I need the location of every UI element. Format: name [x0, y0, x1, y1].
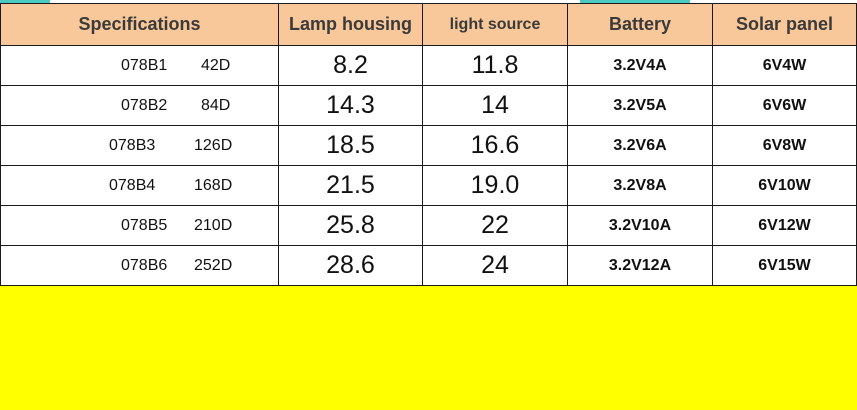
light-source-cell: 16.6: [423, 126, 568, 166]
header-solar-panel: Solar panel: [713, 4, 857, 46]
table-row: 078B2 84D 14.3 14 3.2V5A 6V6W: [1, 86, 857, 126]
solar-panel-cell: 6V12W: [713, 206, 857, 246]
table-row: 078B4 168D 21.5 19.0 3.2V8A 6V10W: [1, 166, 857, 206]
lamp-housing-cell: 14.3: [279, 86, 423, 126]
spec-cell: 078B6 252D: [1, 246, 279, 286]
lamp-housing-cell: 25.8: [279, 206, 423, 246]
light-source-cell: 14: [423, 86, 568, 126]
solar-panel-cell: 6V4W: [713, 46, 857, 86]
battery-cell: 3.2V10A: [568, 206, 713, 246]
battery-cell: 3.2V6A: [568, 126, 713, 166]
solar-panel-cell: 6V8W: [713, 126, 857, 166]
solar-panel-cell: 6V6W: [713, 86, 857, 126]
lamp-housing-cell: 21.5: [279, 166, 423, 206]
spec-cell: 078B4 168D: [1, 166, 279, 206]
header-light-source: light source: [423, 4, 568, 46]
beam-degree: 42D: [201, 57, 230, 75]
table-row: 078B3 126D 18.5 16.6 3.2V6A 6V8W: [1, 126, 857, 166]
spec-cell: 078B3 126D: [1, 126, 279, 166]
battery-cell: 3.2V4A: [568, 46, 713, 86]
lamp-housing-cell: 28.6: [279, 246, 423, 286]
light-source-cell: 11.8: [423, 46, 568, 86]
spec-cell: 078B2 84D: [1, 86, 279, 126]
table-header-row: Specifications Lamp housing light source…: [1, 4, 857, 46]
solar-panel-cell: 6V15W: [713, 246, 857, 286]
yellow-bottom-panel: [0, 286, 857, 410]
light-source-cell: 19.0: [423, 166, 568, 206]
table-row: 078B5 210D 25.8 22 3.2V10A 6V12W: [1, 206, 857, 246]
model-code: 078B4: [109, 177, 155, 195]
battery-cell: 3.2V5A: [568, 86, 713, 126]
light-source-cell: 24: [423, 246, 568, 286]
table-row: 078B1 42D 8.2 11.8 3.2V4A 6V4W: [1, 46, 857, 86]
table-row: 078B6 252D 28.6 24 3.2V12A 6V15W: [1, 246, 857, 286]
header-specifications: Specifications: [1, 4, 279, 46]
header-battery: Battery: [568, 4, 713, 46]
beam-degree: 210D: [194, 217, 232, 235]
battery-cell: 3.2V8A: [568, 166, 713, 206]
lamp-housing-cell: 18.5: [279, 126, 423, 166]
specifications-table: Specifications Lamp housing light source…: [0, 3, 857, 286]
lamp-housing-cell: 8.2: [279, 46, 423, 86]
model-code: 078B1: [121, 57, 167, 75]
beam-degree: 84D: [201, 97, 230, 115]
header-lamp-housing: Lamp housing: [279, 4, 423, 46]
light-source-cell: 22: [423, 206, 568, 246]
model-code: 078B6: [121, 257, 167, 275]
beam-degree: 168D: [194, 177, 232, 195]
model-code: 078B2: [121, 97, 167, 115]
beam-degree: 252D: [194, 257, 232, 275]
battery-cell: 3.2V12A: [568, 246, 713, 286]
model-code: 078B5: [121, 217, 167, 235]
spec-cell: 078B1 42D: [1, 46, 279, 86]
solar-panel-cell: 6V10W: [713, 166, 857, 206]
model-code: 078B3: [109, 137, 155, 155]
spec-cell: 078B5 210D: [1, 206, 279, 246]
beam-degree: 126D: [194, 137, 232, 155]
